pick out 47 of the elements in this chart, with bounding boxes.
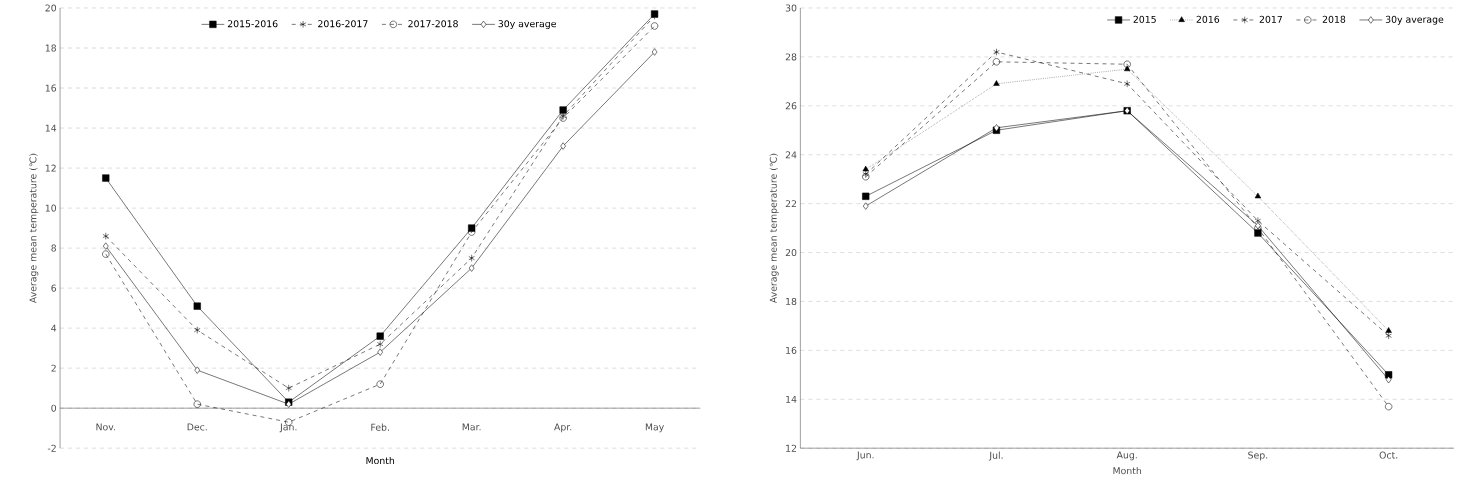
x-tick-label: Aug. bbox=[1116, 451, 1137, 461]
x-tick-label: Jun. bbox=[856, 451, 874, 461]
x-tick-label: Nov. bbox=[96, 423, 116, 431]
y-tick-label: 22 bbox=[785, 200, 797, 208]
x-tick-label: Feb. bbox=[371, 423, 389, 431]
y-tick-label: 10 bbox=[45, 204, 57, 212]
legend-label: 2016 bbox=[1196, 15, 1220, 23]
legend-label: 2017-2018 bbox=[408, 20, 458, 28]
legend-label: 2017 bbox=[1259, 15, 1282, 23]
legend-label: 30y average bbox=[498, 20, 556, 30]
x-tick-label: Oct. bbox=[1379, 451, 1398, 459]
y-tick-label: 20 bbox=[785, 249, 797, 257]
y-tick-label: 6 bbox=[51, 284, 57, 292]
y-tick-label: 12 bbox=[786, 444, 797, 452]
x-tick-label: Jan. bbox=[279, 423, 297, 433]
y-axis-title: Average mean temperature (℃) bbox=[769, 153, 779, 304]
legend-label: 2018 bbox=[1322, 15, 1346, 23]
y-tick-label: -2 bbox=[47, 444, 56, 452]
y-tick-label: 18 bbox=[45, 44, 57, 52]
y-tick-label: 26 bbox=[785, 102, 797, 110]
legend-label: 30y average bbox=[1385, 15, 1444, 25]
y-tick-label: 4 bbox=[51, 324, 57, 332]
x-tick-label: Dec. bbox=[187, 423, 207, 431]
x-tick-label: Apr. bbox=[554, 423, 572, 433]
legend-label: 2015 bbox=[1133, 15, 1156, 23]
y-tick-label: 2 bbox=[51, 364, 56, 372]
y-tick-label: 18 bbox=[786, 297, 797, 306]
y-tick-label: 30 bbox=[785, 4, 797, 12]
x-axis-title: Month bbox=[1113, 467, 1142, 475]
x-tick-label: Mar. bbox=[462, 423, 481, 431]
x-tick-label: Sep. bbox=[1248, 451, 1268, 461]
y-tick-label: 28 bbox=[785, 53, 797, 61]
y-tick-label: 20 bbox=[45, 4, 57, 12]
y-tick-label: 16 bbox=[45, 84, 57, 92]
x-axis-title: Month bbox=[366, 456, 395, 465]
legend-label: 2016-2017 bbox=[318, 20, 368, 28]
y-tick-label: 12 bbox=[45, 164, 56, 172]
y-tick-label: 8 bbox=[51, 244, 57, 252]
y-tick-label: 16 bbox=[786, 346, 797, 354]
y-tick-label: 14 bbox=[45, 124, 57, 132]
y-tick-label: 24 bbox=[785, 151, 797, 159]
y-axis-title: Average mean temperature (℃) bbox=[29, 153, 39, 304]
y-tick-label: 14 bbox=[786, 395, 797, 403]
y-tick-label: 0 bbox=[51, 404, 57, 412]
legend-label: 2015-2016 bbox=[227, 20, 278, 28]
x-tick-label: Jul. bbox=[988, 451, 1003, 461]
x-tick-label: May bbox=[645, 423, 664, 433]
